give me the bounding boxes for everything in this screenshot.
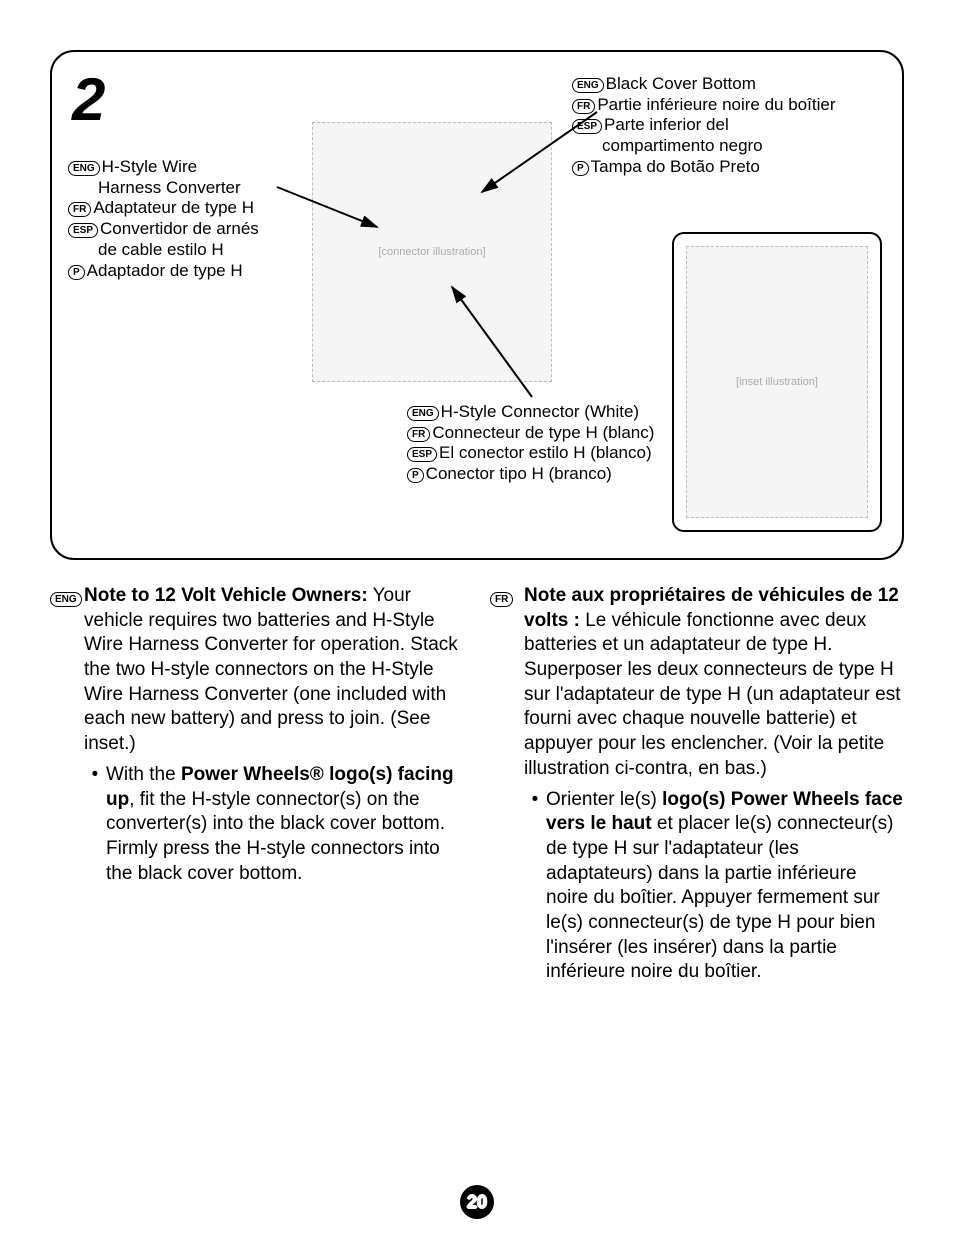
callout-text: Conector tipo H (branco) — [426, 464, 612, 483]
callout-text: Black Cover Bottom — [606, 74, 756, 93]
bullet-icon: • — [84, 763, 106, 886]
callout-text: de cable estilo H — [68, 240, 259, 261]
bullet-icon: • — [524, 788, 546, 986]
lang-fr-icon: FR — [68, 202, 91, 217]
note-body: Le véhicule fonctionne avec deux batteri… — [524, 610, 900, 779]
callout-text: Adaptateur de type H — [93, 198, 254, 217]
figure-box: 2 [connector illustration] [inset illust… — [50, 50, 904, 560]
lang-p-icon: P — [572, 161, 589, 176]
lang-fr-icon: FR — [572, 99, 595, 114]
callout-text: Convertidor de arnés — [100, 219, 259, 238]
lang-p-icon: P — [68, 265, 85, 280]
lang-fr-icon: FR — [490, 592, 513, 607]
callout-text: H-Style Connector (White) — [441, 402, 639, 421]
lang-p-icon: P — [407, 468, 424, 483]
lang-eng-icon: ENG — [50, 592, 82, 607]
callout-text: El conector estilo H (blanco) — [439, 443, 652, 462]
lang-eng-icon: ENG — [68, 161, 100, 176]
callout-text: Connecteur de type H (blanc) — [432, 423, 654, 442]
bullet-text: , fit the H-style con­nector(s) on the c… — [106, 789, 445, 884]
callout-text: H-Style Wire — [102, 157, 197, 176]
bullet-text: Orienter le(s) — [546, 789, 662, 810]
lang-fr-icon: FR — [407, 427, 430, 442]
lang-esp-icon: ESP — [68, 223, 98, 238]
note-body: Your vehicle requires two batteries and … — [84, 585, 458, 754]
callout-text: compartimento negro — [572, 136, 902, 157]
callout-connector: ENGH-Style Connector (White) FRConnecteu… — [407, 402, 654, 485]
bullet-item: • Orienter le(s) logo(s) Power Wheels fa… — [524, 788, 904, 986]
page: 2 [connector illustration] [inset illust… — [0, 0, 954, 1005]
text-columns: ENG Note to 12 Volt Vehicle Owners: Your… — [50, 584, 904, 985]
page-number: 20 — [467, 1192, 487, 1213]
lang-esp-icon: ESP — [407, 447, 437, 462]
main-diagram: [connector illustration] — [312, 122, 552, 382]
note-heading: Note to 12 Volt Vehicle Owners: — [84, 585, 368, 606]
column-fr: FR Note aux propriétaires de véhicules d… — [490, 584, 904, 985]
callout-text: Adaptador de type H — [87, 261, 243, 280]
bullet-text: With the — [106, 764, 181, 785]
bullet-text: et placer le(s) connecteur(s) de type H … — [546, 813, 893, 982]
callout-text: Harness Converter — [68, 178, 259, 199]
inset-box: [inset illustration] — [672, 232, 882, 532]
callout-harness: ENGH-Style Wire Harness Converter FRAdap… — [68, 157, 259, 281]
lang-esp-icon: ESP — [572, 119, 602, 134]
lang-eng-icon: ENG — [407, 406, 439, 421]
inset-diagram: [inset illustration] — [686, 246, 868, 518]
lang-eng-icon: ENG — [572, 78, 604, 93]
callout-text: Partie inférieure noire du boîtier — [597, 95, 835, 114]
callout-cover: ENGBlack Cover Bottom FRPartie inférieur… — [572, 74, 902, 178]
column-eng: ENG Note to 12 Volt Vehicle Owners: Your… — [50, 584, 464, 985]
callout-text: Tampa do Botão Preto — [591, 157, 760, 176]
page-number-badge: 20 — [460, 1185, 494, 1219]
callout-text: Parte inferior del — [604, 115, 729, 134]
bullet-item: • With the Power Wheels® logo(s) facing … — [84, 763, 464, 886]
